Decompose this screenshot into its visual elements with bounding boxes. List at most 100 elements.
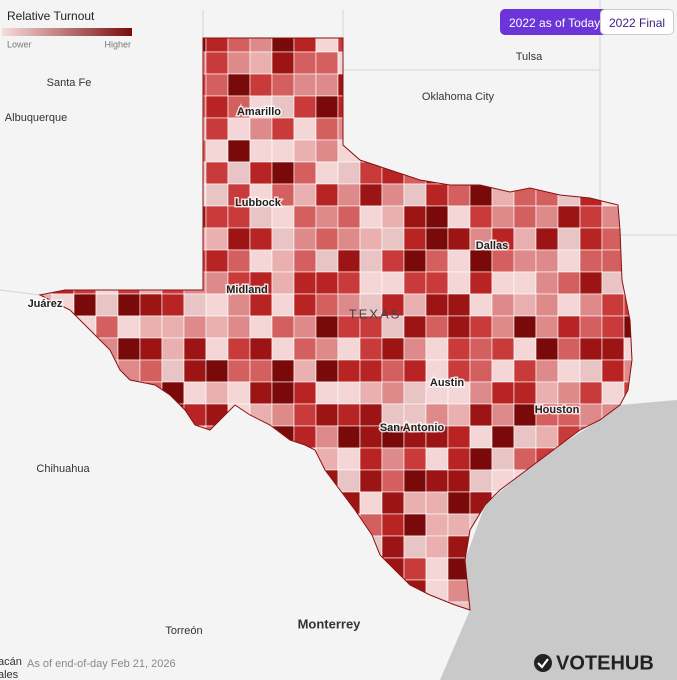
county — [271, 381, 295, 405]
county — [447, 513, 471, 537]
county — [337, 491, 361, 515]
county — [271, 73, 295, 97]
county — [95, 315, 119, 339]
county — [425, 38, 449, 53]
county — [381, 161, 405, 185]
county — [227, 73, 251, 97]
county — [73, 381, 97, 405]
county — [315, 315, 339, 339]
county — [51, 51, 75, 75]
county — [425, 469, 449, 493]
county — [513, 293, 537, 317]
brand-icon — [534, 654, 552, 672]
county — [315, 271, 339, 295]
county — [447, 227, 471, 251]
county — [381, 205, 405, 229]
county — [447, 469, 471, 493]
county — [337, 38, 361, 53]
county — [95, 469, 119, 493]
legend-gradient — [2, 28, 132, 36]
county — [40, 359, 53, 383]
county — [205, 161, 229, 185]
county — [227, 579, 251, 603]
county — [227, 205, 251, 229]
county — [315, 337, 339, 361]
county — [403, 447, 427, 471]
county — [491, 73, 515, 97]
county — [359, 601, 383, 610]
county — [557, 315, 581, 339]
county — [227, 513, 251, 537]
county — [139, 161, 163, 185]
county — [139, 535, 163, 559]
county — [161, 337, 185, 361]
toggle-button[interactable]: 2022 Final — [600, 9, 675, 35]
county — [205, 95, 229, 119]
county — [227, 293, 251, 317]
county — [403, 183, 427, 207]
county — [403, 601, 427, 610]
county — [161, 557, 185, 581]
county — [51, 337, 75, 361]
county — [315, 38, 339, 53]
county — [227, 359, 251, 383]
county — [227, 381, 251, 405]
county — [557, 161, 581, 185]
county — [73, 491, 97, 515]
county — [249, 139, 273, 163]
county — [491, 205, 515, 229]
county — [337, 227, 361, 251]
county — [315, 535, 339, 559]
county — [513, 249, 537, 273]
county — [271, 469, 295, 493]
county — [403, 139, 427, 163]
county — [403, 293, 427, 317]
county — [183, 315, 207, 339]
county — [315, 117, 339, 141]
county — [117, 381, 141, 405]
county — [337, 447, 361, 471]
county — [359, 117, 383, 141]
footer-note: As of end-of-day Feb 21, 2026 — [27, 658, 176, 670]
county — [205, 557, 229, 581]
county — [205, 513, 229, 537]
county — [249, 51, 273, 75]
county — [359, 227, 383, 251]
county — [601, 381, 625, 405]
county — [381, 271, 405, 295]
county — [315, 425, 339, 449]
city-label: ales — [0, 669, 19, 680]
county — [293, 491, 317, 515]
county — [205, 183, 229, 207]
county — [337, 161, 361, 185]
county — [95, 249, 119, 273]
county — [205, 337, 229, 361]
county — [117, 293, 141, 317]
county — [425, 513, 449, 537]
county — [513, 315, 537, 339]
county — [535, 271, 559, 295]
county — [293, 447, 317, 471]
county — [425, 557, 449, 581]
county — [359, 139, 383, 163]
county — [249, 491, 273, 515]
legend-high: Higher — [104, 39, 131, 49]
county — [359, 491, 383, 515]
county — [447, 447, 471, 471]
county — [293, 381, 317, 405]
city-label: Chihuahua — [36, 463, 90, 475]
toggle-button[interactable]: 2022 as of Today — [500, 9, 610, 35]
county — [73, 161, 97, 185]
county — [557, 95, 581, 119]
county — [535, 381, 559, 405]
county — [601, 271, 625, 295]
county — [359, 425, 383, 449]
county — [40, 205, 53, 229]
county — [403, 535, 427, 559]
county — [51, 161, 75, 185]
county — [271, 51, 295, 75]
county — [293, 51, 317, 75]
county — [139, 73, 163, 97]
county — [469, 271, 493, 295]
county — [227, 491, 251, 515]
